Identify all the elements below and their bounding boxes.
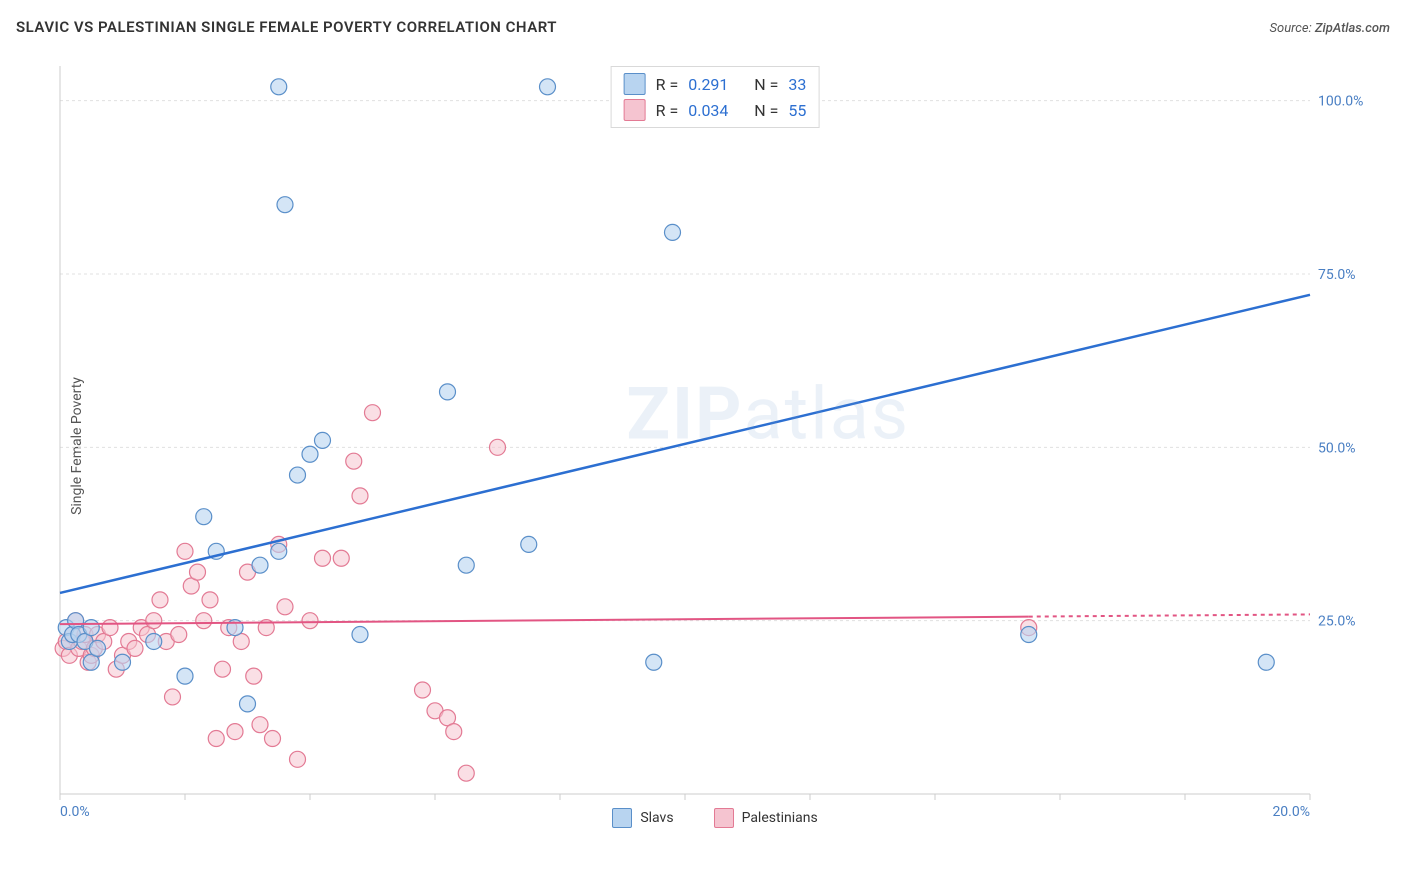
data-point (240, 696, 256, 712)
data-point (665, 224, 681, 240)
legend-label: Palestinians (742, 810, 818, 826)
data-point (302, 613, 318, 629)
series-legend: Slavs Palestinians (50, 808, 1380, 828)
y-tick-label: 25.0% (1318, 614, 1356, 630)
plot-svg: 25.0%50.0%75.0%100.0%0.0%20.0% (50, 60, 1380, 830)
data-point (646, 654, 662, 670)
data-point (458, 557, 474, 573)
data-point (215, 661, 231, 677)
stat-n-value: 55 (788, 101, 806, 120)
stat-legend-row: R = 0.034 N = 55 (612, 97, 819, 123)
data-point (83, 620, 99, 636)
data-point (277, 599, 293, 615)
source-value: ZipAtlas.com (1315, 21, 1390, 36)
data-point (302, 446, 318, 462)
data-point (252, 557, 268, 573)
source-attribution: Source: ZipAtlas.com (1270, 21, 1390, 36)
data-point (415, 682, 431, 698)
stat-r-label: R = (656, 75, 679, 94)
data-point (127, 640, 143, 656)
data-point (277, 197, 293, 213)
data-point (521, 536, 537, 552)
data-point (446, 724, 462, 740)
trend-line (60, 295, 1310, 593)
y-tick-label: 100.0% (1318, 94, 1363, 110)
legend-label: Slavs (640, 810, 673, 826)
data-point (115, 654, 131, 670)
data-point (208, 731, 224, 747)
data-point (271, 543, 287, 559)
data-point (333, 550, 349, 566)
data-point (458, 765, 474, 781)
data-point (540, 79, 556, 95)
data-point (152, 592, 168, 608)
data-point (271, 79, 287, 95)
legend-swatch (624, 99, 646, 121)
data-point (196, 613, 212, 629)
legend-swatch (612, 808, 632, 828)
legend-swatch (624, 73, 646, 95)
stat-r-value: 0.291 (688, 75, 744, 94)
stat-legend: R = 0.291 N = 33 R = 0.034 N = 55 (611, 66, 820, 128)
data-point (171, 627, 187, 643)
stat-n-value: 33 (788, 75, 806, 94)
data-point (90, 640, 106, 656)
data-point (190, 564, 206, 580)
data-point (352, 627, 368, 643)
legend-item: Palestinians (714, 808, 818, 828)
legend-swatch (714, 808, 734, 828)
data-point (177, 668, 193, 684)
data-point (1021, 627, 1037, 643)
data-point (68, 613, 84, 629)
scatter-plot: 25.0%50.0%75.0%100.0%0.0%20.0% ZIPatlas … (50, 60, 1380, 830)
data-point (202, 592, 218, 608)
data-point (146, 613, 162, 629)
chart-header: SLAVIC VS PALESTINIAN SINGLE FEMALE POVE… (16, 18, 1390, 36)
data-point (165, 689, 181, 705)
data-point (246, 668, 262, 684)
source-label: Source: (1270, 21, 1312, 36)
data-point (1258, 654, 1274, 670)
trend-line-dashed (1029, 614, 1310, 616)
data-point (315, 432, 331, 448)
data-point (265, 731, 281, 747)
data-point (196, 509, 212, 525)
data-point (177, 543, 193, 559)
data-point (252, 717, 268, 733)
data-point (290, 751, 306, 767)
data-point (346, 453, 362, 469)
chart-title: SLAVIC VS PALESTINIAN SINGLE FEMALE POVE… (16, 18, 557, 36)
data-point (102, 620, 118, 636)
data-point (290, 467, 306, 483)
stat-n-label: N = (754, 101, 778, 120)
data-point (365, 405, 381, 421)
data-point (352, 488, 368, 504)
y-tick-label: 50.0% (1318, 440, 1356, 456)
data-point (227, 724, 243, 740)
data-point (315, 550, 331, 566)
data-point (146, 633, 162, 649)
stat-r-label: R = (656, 101, 679, 120)
stat-n-label: N = (754, 75, 778, 94)
stat-r-value: 0.034 (688, 101, 744, 120)
data-point (490, 439, 506, 455)
y-tick-label: 75.0% (1318, 267, 1356, 283)
stat-legend-row: R = 0.291 N = 33 (612, 71, 819, 97)
data-point (440, 384, 456, 400)
legend-item: Slavs (612, 808, 673, 828)
